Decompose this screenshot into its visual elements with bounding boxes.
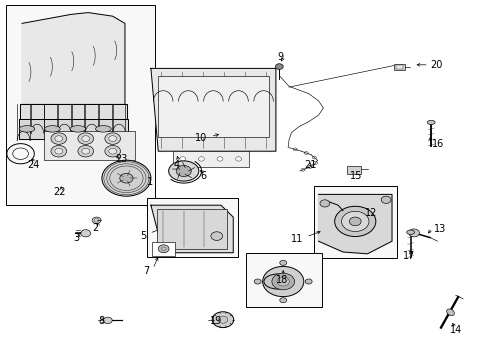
Ellipse shape	[70, 126, 86, 132]
Circle shape	[81, 230, 91, 237]
Circle shape	[92, 217, 101, 224]
Circle shape	[55, 136, 63, 141]
Circle shape	[51, 133, 67, 144]
Bar	[396, 65, 403, 69]
Text: 1: 1	[147, 177, 153, 187]
Text: 19: 19	[210, 316, 222, 326]
Text: 4: 4	[173, 159, 179, 170]
Text: 15: 15	[349, 171, 362, 181]
Text: 13: 13	[434, 224, 446, 234]
Ellipse shape	[45, 126, 60, 132]
Circle shape	[105, 145, 121, 157]
Circle shape	[51, 145, 67, 157]
Circle shape	[349, 217, 361, 226]
Polygon shape	[151, 68, 276, 151]
Polygon shape	[22, 13, 125, 104]
Bar	[246, 253, 322, 307]
Circle shape	[78, 145, 94, 157]
Text: 17: 17	[403, 251, 416, 261]
Polygon shape	[20, 104, 127, 119]
Text: 14: 14	[450, 325, 462, 336]
Circle shape	[82, 136, 90, 141]
Text: 3: 3	[73, 233, 79, 243]
Circle shape	[320, 200, 330, 207]
Bar	[147, 198, 238, 257]
Circle shape	[78, 133, 94, 144]
Circle shape	[277, 277, 290, 286]
Circle shape	[305, 279, 312, 284]
Bar	[394, 64, 405, 70]
Circle shape	[409, 229, 419, 237]
Text: 5: 5	[140, 231, 146, 241]
Bar	[44, 131, 135, 160]
Circle shape	[212, 312, 234, 328]
Circle shape	[335, 206, 376, 237]
Circle shape	[217, 157, 223, 161]
Text: 8: 8	[98, 316, 104, 326]
Circle shape	[102, 160, 151, 196]
Ellipse shape	[447, 309, 454, 316]
Text: 18: 18	[275, 275, 288, 285]
Circle shape	[105, 133, 121, 144]
Text: 21: 21	[304, 159, 317, 170]
Circle shape	[211, 232, 222, 240]
Circle shape	[263, 266, 304, 297]
Circle shape	[158, 245, 169, 253]
Text: 7: 7	[143, 266, 149, 276]
Bar	[158, 76, 269, 137]
Circle shape	[176, 166, 191, 176]
Ellipse shape	[427, 120, 435, 125]
Text: 11: 11	[291, 234, 303, 244]
Text: 16: 16	[432, 139, 444, 149]
Circle shape	[55, 148, 63, 154]
Circle shape	[82, 148, 90, 154]
Polygon shape	[19, 119, 128, 139]
Bar	[152, 242, 175, 256]
Text: 2: 2	[93, 222, 98, 233]
Circle shape	[280, 298, 287, 303]
Circle shape	[198, 157, 204, 161]
Circle shape	[109, 136, 117, 141]
Text: 6: 6	[200, 171, 206, 181]
Circle shape	[254, 279, 261, 284]
Circle shape	[180, 157, 186, 161]
Text: 20: 20	[430, 60, 442, 70]
Text: 12: 12	[365, 208, 377, 219]
Text: 22: 22	[53, 187, 66, 197]
Bar	[6, 5, 155, 205]
Text: 9: 9	[277, 52, 283, 62]
Circle shape	[109, 148, 117, 154]
Text: 24: 24	[27, 159, 40, 170]
Bar	[157, 209, 227, 249]
Bar	[347, 166, 361, 174]
Circle shape	[381, 196, 391, 203]
Polygon shape	[318, 194, 392, 254]
Circle shape	[103, 317, 112, 324]
Ellipse shape	[264, 274, 293, 289]
Circle shape	[280, 260, 287, 265]
Ellipse shape	[407, 230, 415, 234]
Circle shape	[236, 157, 242, 161]
Circle shape	[275, 64, 283, 69]
Circle shape	[218, 316, 228, 323]
Ellipse shape	[96, 126, 111, 132]
Circle shape	[272, 273, 294, 290]
Text: 10: 10	[195, 132, 207, 143]
Text: 23: 23	[115, 154, 128, 165]
Circle shape	[342, 211, 369, 231]
Ellipse shape	[169, 161, 199, 181]
Bar	[173, 151, 249, 167]
Polygon shape	[151, 205, 233, 253]
Circle shape	[120, 173, 133, 183]
Bar	[314, 186, 397, 258]
Ellipse shape	[19, 126, 35, 132]
